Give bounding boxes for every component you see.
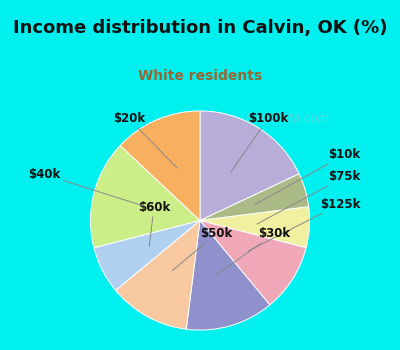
Text: $60k: $60k	[138, 201, 170, 246]
Text: Income distribution in Calvin, OK (%): Income distribution in Calvin, OK (%)	[13, 19, 387, 37]
Text: $75k: $75k	[257, 170, 361, 224]
Text: $100k: $100k	[230, 112, 288, 173]
Text: $20k: $20k	[113, 112, 177, 168]
Wedge shape	[200, 207, 310, 248]
Wedge shape	[200, 111, 299, 220]
Wedge shape	[186, 220, 270, 330]
Text: $125k: $125k	[248, 197, 360, 251]
Text: City-Data.com: City-Data.com	[246, 112, 330, 125]
Text: White residents: White residents	[138, 69, 262, 83]
Text: $40k: $40k	[28, 168, 145, 206]
Text: $10k: $10k	[255, 148, 361, 205]
Wedge shape	[200, 220, 306, 305]
Text: $50k: $50k	[172, 227, 232, 271]
Text: $30k: $30k	[216, 227, 290, 275]
Wedge shape	[94, 220, 200, 290]
Wedge shape	[90, 146, 200, 248]
Wedge shape	[116, 220, 200, 329]
Wedge shape	[120, 111, 200, 220]
Wedge shape	[200, 174, 309, 220]
